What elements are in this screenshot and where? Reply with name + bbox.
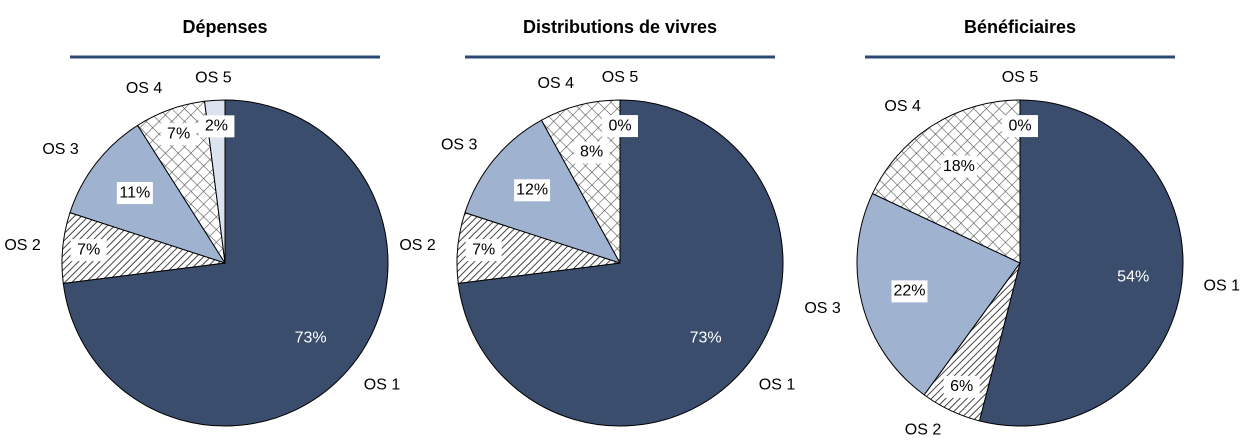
category-label: OS 5: [1002, 69, 1039, 86]
category-label: OS 1: [759, 377, 796, 394]
category-label: OS 5: [195, 70, 232, 87]
value-label-bg: [116, 182, 153, 205]
category-label: OS 1: [364, 377, 401, 394]
value-label: 18%: [943, 158, 975, 175]
category-label: OS 2: [399, 237, 436, 254]
value-label-bg: [514, 179, 551, 202]
value-label: 2%: [205, 118, 228, 135]
value-label: 7%: [77, 241, 100, 258]
value-label: 7%: [472, 241, 495, 258]
value-label-bg: [573, 141, 610, 164]
value-label-bg: [70, 239, 107, 262]
pie-slice: [62, 99, 389, 427]
value-label-bg: [943, 375, 980, 398]
category-label: OS 3: [804, 300, 841, 317]
value-label: 7%: [167, 125, 190, 142]
value-label: 6%: [950, 378, 973, 395]
value-label-bg: [891, 280, 928, 303]
chart-title: Distributions de vivres: [523, 17, 717, 37]
category-label: OS 4: [538, 75, 575, 92]
value-label: 11%: [119, 184, 150, 201]
value-label: 12%: [516, 181, 548, 198]
category-label: OS 5: [602, 69, 639, 86]
category-label: OS 4: [126, 80, 163, 97]
value-label: 54%: [1117, 269, 1149, 286]
value-label: 0%: [608, 117, 631, 134]
value-label-bg: [198, 115, 235, 138]
value-label-bg: [940, 155, 977, 178]
chart-title: Bénéficiaires: [964, 17, 1076, 37]
pie-slice: [457, 99, 784, 427]
value-label: 22%: [893, 283, 925, 300]
category-label: OS 3: [441, 136, 478, 153]
pie-slice: [978, 99, 1184, 427]
value-label: 8%: [580, 144, 603, 161]
value-label-bg: [160, 123, 197, 146]
category-label: OS 3: [42, 141, 79, 158]
category-label: OS 4: [884, 98, 921, 115]
category-label: OS 2: [4, 237, 41, 254]
category-label: OS 1: [1204, 277, 1241, 294]
value-label: 0%: [1008, 117, 1031, 134]
value-label-bg: [1002, 115, 1038, 138]
pie-slice: [871, 99, 1021, 264]
value-label-bg: [465, 239, 502, 262]
category-label: OS 2: [905, 422, 942, 439]
value-label: 73%: [690, 330, 722, 347]
chart-title: Dépenses: [182, 17, 267, 37]
pie-slice: [204, 99, 226, 264]
value-label-bg: [602, 115, 638, 138]
value-label: 73%: [295, 330, 327, 347]
